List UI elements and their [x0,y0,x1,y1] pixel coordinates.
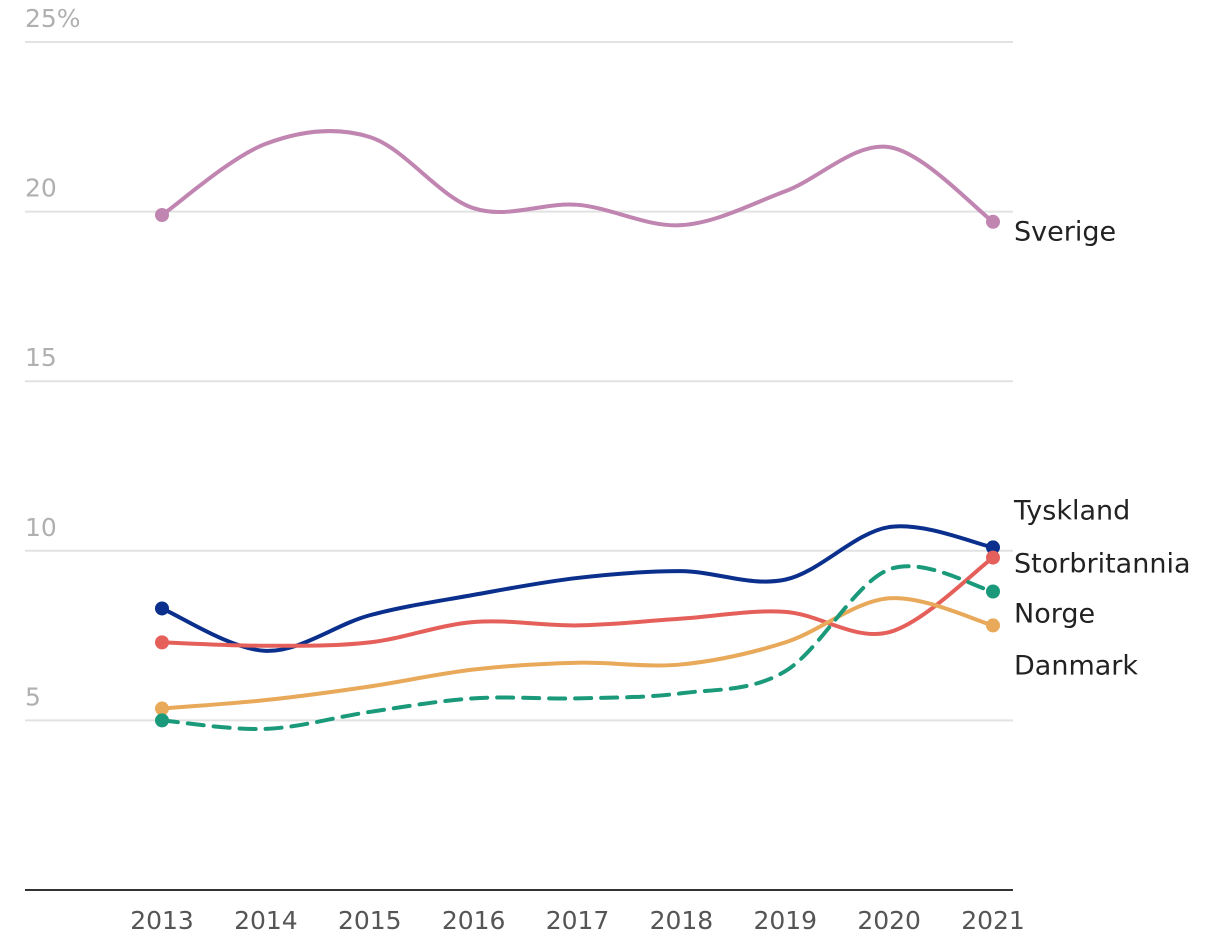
end-dot [986,618,1000,633]
series-label: Norge [1014,599,1095,630]
series-line [160,128,995,228]
series-label: Sverige [1014,217,1116,248]
x-tick-label: 2013 [130,906,194,935]
series-label: Tyskland [1013,496,1130,527]
y-tick-label: 10 [25,513,57,542]
series-label: Storbritannia [1014,549,1191,580]
x-tick-label: 2015 [338,906,402,935]
x-tick-label: 2014 [234,906,298,935]
series-line [160,596,995,711]
end-dot [155,713,169,728]
x-tick-label: 2018 [650,906,714,935]
end-dot [986,540,1000,555]
end-dot [155,601,169,616]
x-tick-label: 2020 [857,906,921,935]
end-dot [155,207,169,222]
x-tick-label: 2016 [442,906,506,935]
y-tick-label: 15 [25,343,57,372]
series-line [160,555,995,648]
y-tick-label: 20 [25,174,57,203]
series-label: Danmark [1014,651,1138,682]
end-dot [986,214,1000,229]
end-dot [155,635,169,650]
y-tick-label: 25% [25,4,81,33]
end-dot [986,584,1000,599]
series-line [160,564,995,732]
end-dot [155,701,169,716]
end-dot [986,550,1000,565]
x-tick-label: 2017 [546,906,610,935]
y-tick-label: 5 [25,682,41,711]
x-tick-label: 2019 [753,906,817,935]
x-tick-label: 2021 [961,906,1025,935]
